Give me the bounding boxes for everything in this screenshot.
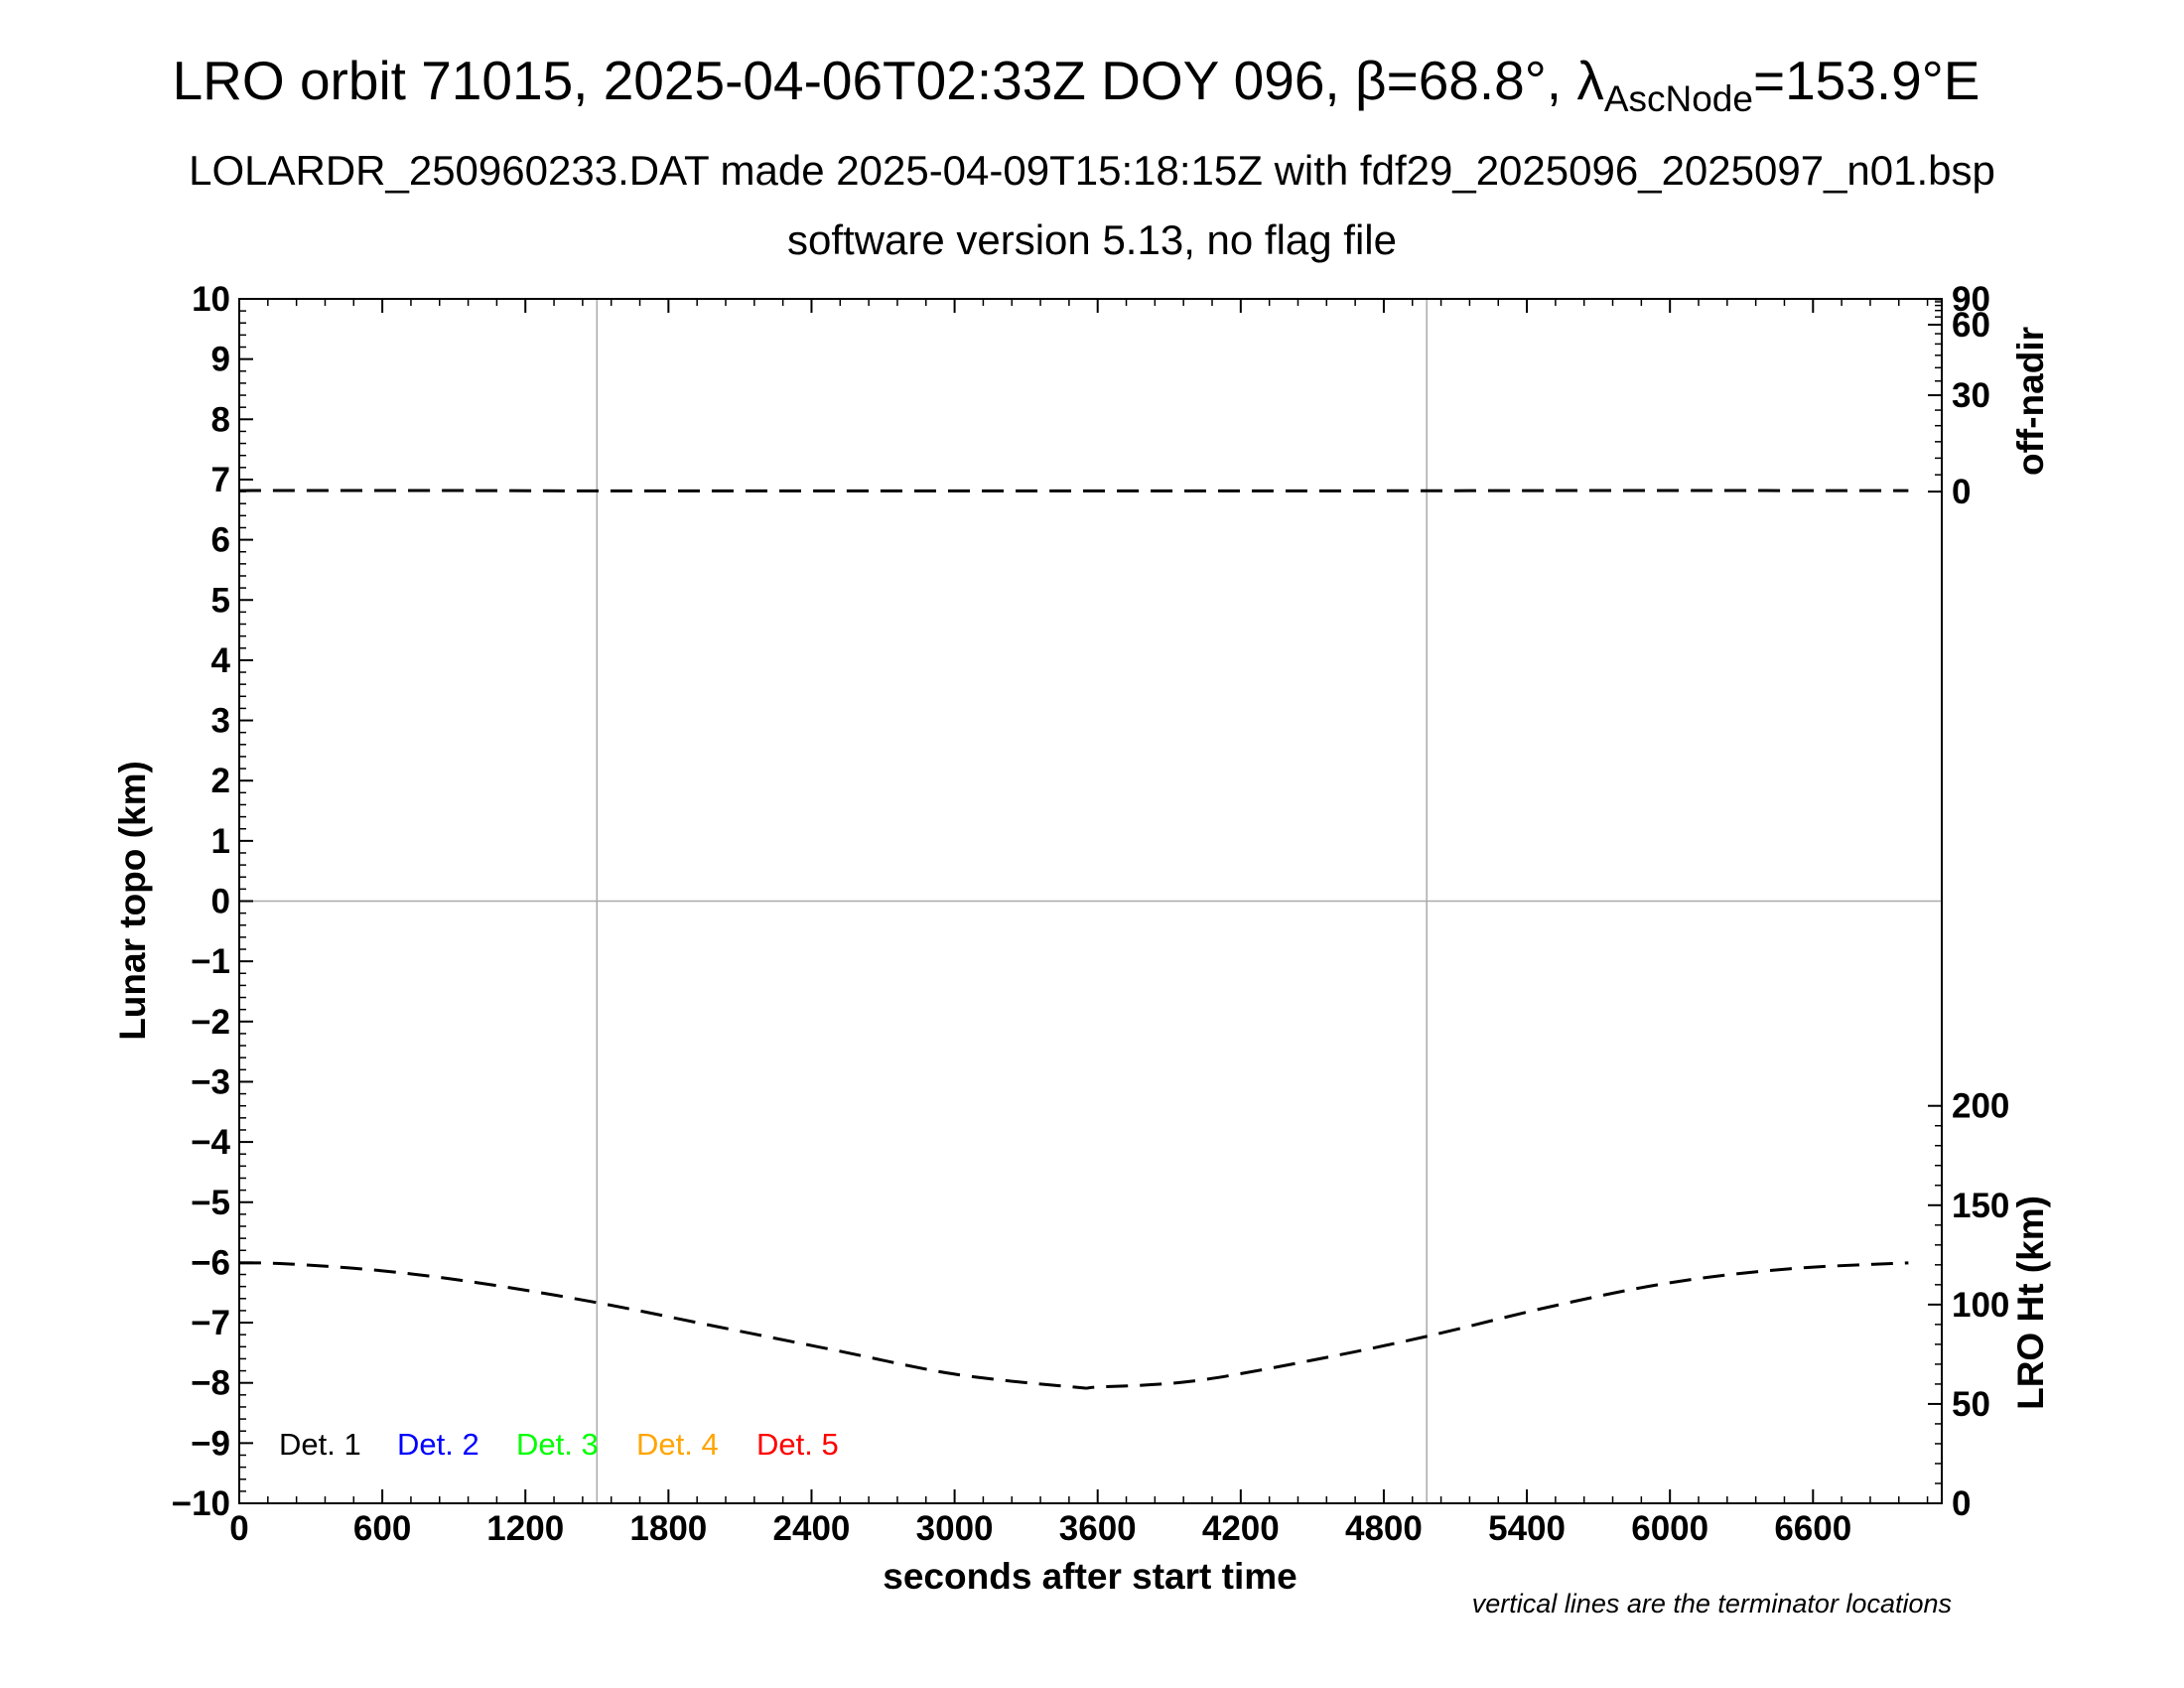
y-tick-label: 2 [211,762,230,800]
y-tick-label: 7 [211,461,230,499]
title-suffix: =153.9°E [1753,50,1979,111]
y-tick-label: −7 [191,1304,230,1342]
x-tick-label: 4800 [1345,1509,1423,1548]
series-layer [238,489,1909,1390]
x-tick-label: 2400 [773,1509,851,1548]
legend-det-3: Det. 3 [516,1427,599,1462]
lro-ht-tick-labels: 200 150 100 50 0 [1952,1087,2009,1523]
y-axis-title-right-bottom: LRO Ht (km) [2010,1196,2051,1410]
y-tick-label: −8 [191,1364,230,1403]
y-tick-label: −1 [191,942,230,981]
lro-ht-series-line [238,1261,1909,1390]
x-tick-label: 3600 [1059,1509,1137,1548]
legend-det-1: Det. 1 [279,1427,361,1462]
plot-frame [238,298,1943,1504]
y-tick-label: 8 [211,400,230,439]
terminator-note: vertical lines are the terminator locati… [1472,1589,1952,1618]
y-tick-label: 9 [211,341,230,379]
title-subscript: AscNode [1604,78,1753,119]
ht-tick-label: 50 [1952,1385,1990,1424]
y-tick-label: −6 [191,1243,230,1282]
x-tick-label: 6600 [1774,1509,1851,1548]
x-tick-labels: 0 600 1200 1800 2400 3000 3600 4200 4800 5400 6000… [229,1509,1851,1548]
offnadir-tick-label: 30 [1952,376,1990,415]
y-tick-label: −5 [191,1184,230,1222]
x-tick-label: 1800 [629,1509,707,1548]
y-tick-label: −9 [191,1424,230,1463]
y-tick-label: 0 [211,883,230,921]
y-tick-label: −3 [191,1062,230,1101]
y-tick-label: 4 [211,641,231,680]
ht-tick-label: 200 [1952,1087,2009,1126]
y-tick-label: 5 [211,581,230,620]
legend: Det. 1 Det. 2 Det. 3 Det. 4 Det. 5 [279,1427,839,1462]
y-tick-label: −2 [191,1003,230,1042]
y-tick-label: 10 [192,280,230,319]
x-tick-label: 600 [353,1509,411,1548]
y-tick-label: −4 [191,1123,230,1162]
y-axis-title-right-top: off-nadir [2010,327,2051,476]
offnadir-tick-label: 0 [1952,473,1971,511]
grid-lines [239,299,1942,1503]
y-tick-label: 6 [211,521,230,560]
x-tick-label: 4200 [1202,1509,1280,1548]
y-tick-label: 3 [211,702,230,741]
legend-det-4: Det. 4 [636,1427,719,1462]
chart-subtitle-version: software version 5.13, no flag file [787,216,1397,263]
offnadir-tick-label: 90 [1952,280,1990,319]
y-axis-title-left: Lunar topo (km) [112,761,153,1041]
y-tick-label: 1 [211,822,230,861]
title-prefix: LRO orbit 71015, 2025-04-06T02:33Z DOY 0… [173,50,1605,111]
x-axis-title: seconds after start time [883,1556,1297,1597]
y-tick-label: −10 [172,1484,230,1523]
offnadir-tick-label: 60 [1952,306,1990,345]
x-tick-label: 5400 [1488,1509,1566,1548]
x-tick-label: 1200 [486,1509,564,1548]
x-tick-label: 0 [229,1509,248,1548]
chart-title: LRO orbit 71015, 2025-04-06T02:33Z DOY 0… [173,50,1980,119]
ht-tick-label: 0 [1952,1484,1971,1523]
chart-subtitle-file: LOLARDR_250960233.DAT made 2025-04-09T15… [189,147,1995,194]
ht-tick-label: 100 [1952,1286,2009,1325]
legend-det-5: Det. 5 [756,1427,839,1462]
legend-det-2: Det. 2 [397,1427,479,1462]
ht-tick-label: 150 [1952,1187,2009,1225]
x-tick-label: 3000 [916,1509,994,1548]
x-tick-label: 6000 [1631,1509,1708,1548]
